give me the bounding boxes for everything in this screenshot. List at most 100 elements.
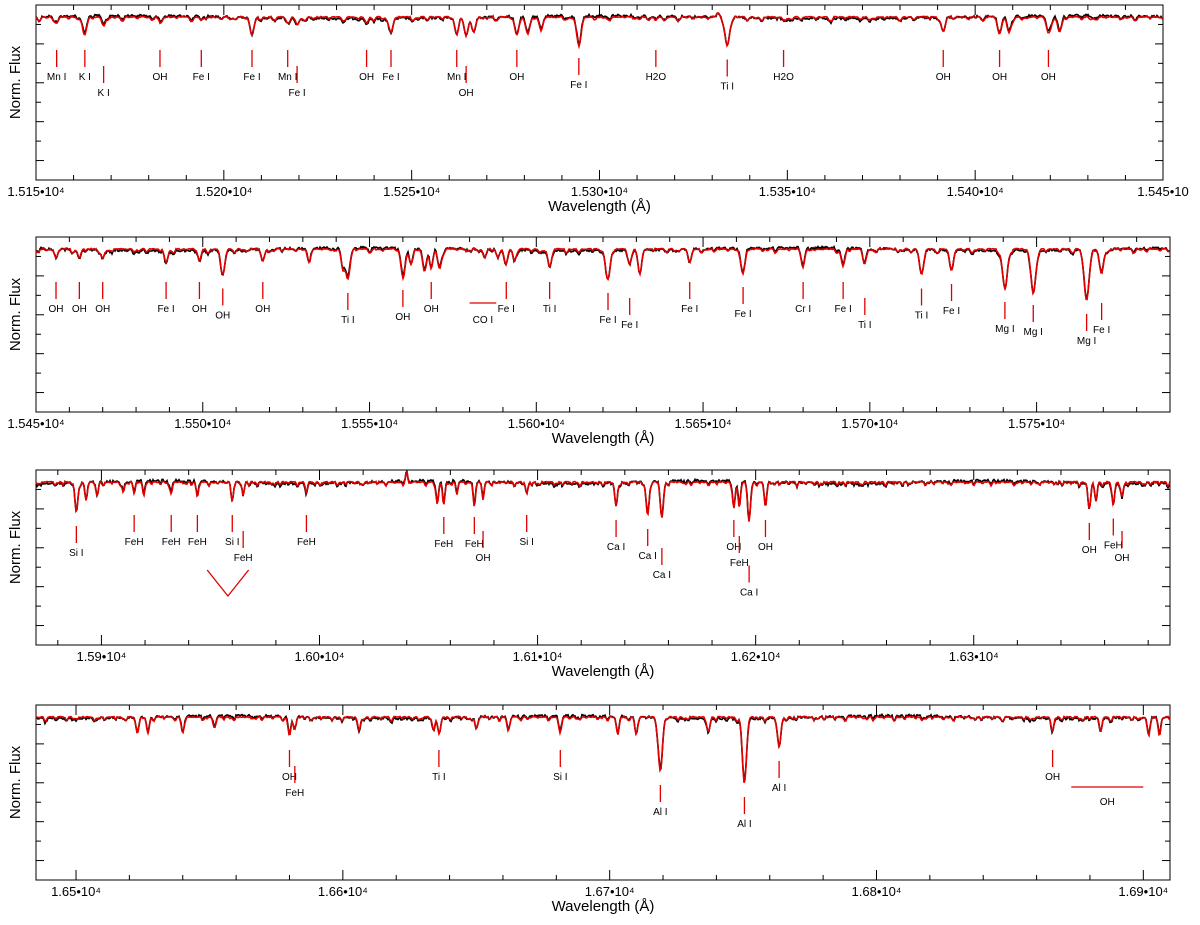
observed-spectrum	[35, 712, 1171, 783]
line-id-label: Si I	[519, 537, 533, 548]
oh-band-label: OH	[1100, 797, 1115, 808]
line-id-label: FeH	[234, 553, 253, 564]
observed-spectrum	[35, 470, 1171, 520]
co-band-label: CO I	[473, 315, 494, 326]
spectrum-panel-3: 1.59•10⁴ 1.60•10⁴ 1.61•10⁴ 1.62•10⁴ 1.63•10⁴…	[7, 469, 1171, 680]
line-id-label: OH	[1082, 545, 1097, 556]
y-axis-title: Norm. Flux	[7, 510, 24, 584]
x-axis-title: Wavelength (Å)	[552, 430, 655, 447]
line-id-label: Al I	[737, 819, 751, 830]
line-id-label: Mg I	[1024, 327, 1043, 338]
line-id-label: OH	[424, 304, 439, 315]
x-tick-label: 1.570•10⁴	[841, 416, 898, 431]
line-id-label: Fe I	[498, 304, 515, 315]
line-id-label: Ca I	[607, 542, 625, 553]
line-id-label: Fe I	[157, 304, 174, 315]
x-tick-label: 1.575•10⁴	[1008, 416, 1065, 431]
line-id-label: Si I	[225, 537, 239, 548]
model-spectrum	[35, 11, 1164, 50]
line-id-label: FeH	[285, 788, 304, 799]
line-id-label: Ti I	[915, 311, 929, 322]
plot-frame	[35, 4, 1164, 181]
line-id-label: Ca I	[740, 588, 758, 599]
line-id-label: Ti I	[341, 315, 355, 326]
x-axis-title: Wavelength (Å)	[548, 198, 651, 215]
plot-frame	[35, 469, 1171, 646]
x-tick-label: 1.535•10⁴	[759, 184, 816, 199]
line-id-label: Mn I	[447, 72, 466, 83]
line-id-label: Si I	[553, 772, 567, 783]
x-axis-title: Wavelength (Å)	[552, 663, 655, 680]
line-id-label: OH	[192, 304, 207, 315]
line-id-label: OH	[1045, 772, 1060, 783]
line-id-label: Ti I	[543, 304, 557, 315]
line-id-label: OH	[936, 72, 951, 83]
line-id-label: Si I	[69, 548, 83, 559]
spectrum-panel-1: 1.515•10⁴ 1.520•10⁴ 1.525•10⁴ 1.530•10⁴ 1.53…	[7, 4, 1189, 215]
x-tick-label: 1.66•10⁴	[318, 884, 368, 899]
line-id-label: Fe I	[681, 304, 698, 315]
line-id-label: OH	[359, 72, 374, 83]
line-id-label: Fe I	[943, 306, 960, 317]
line-id-label: OH	[476, 553, 491, 564]
x-tick-label: 1.530•10⁴	[571, 184, 628, 199]
model-spectrum	[35, 247, 1171, 301]
line-id-label: Fe I	[382, 72, 399, 83]
y-axis-title: Norm. Flux	[7, 45, 24, 119]
line-id-label: OH	[1115, 553, 1130, 564]
line-id-label: FeH	[730, 558, 749, 569]
line-id-label: OH	[95, 304, 110, 315]
x-tick-label: 1.68•10⁴	[852, 884, 902, 899]
line-id-label: OH	[255, 304, 270, 315]
line-id-label: OH	[49, 304, 64, 315]
line-id-label: Mn I	[278, 72, 297, 83]
x-tick-label: 1.67•10⁴	[585, 884, 635, 899]
line-id-label: OH	[726, 542, 741, 553]
x-tick-label: 1.565•10⁴	[674, 416, 731, 431]
line-id-label: Fe I	[288, 88, 305, 99]
line-id-label: OH	[992, 72, 1007, 83]
line-id-label: FeH	[162, 537, 181, 548]
x-tick-label: 1.69•10⁴	[1118, 884, 1168, 899]
line-id-label: OH	[152, 72, 167, 83]
line-id-label: Fe I	[243, 72, 260, 83]
model-spectrum	[35, 470, 1171, 522]
x-tick-label: 1.59•10⁴	[76, 649, 126, 664]
x-tick-label: 1.515•10⁴	[7, 184, 64, 199]
spectrum-panel-4: 1.65•10⁴ 1.66•10⁴ 1.67•10⁴ 1.68•10⁴ 1.69•10⁴…	[7, 704, 1171, 915]
y-axis-title: Norm. Flux	[7, 745, 24, 819]
x-tick-label: 1.550•10⁴	[174, 416, 231, 431]
x-tick-label: 1.525•10⁴	[383, 184, 440, 199]
line-id-label: OH	[1041, 72, 1056, 83]
line-id-label: Fe I	[835, 304, 852, 315]
x-tick-label: 1.63•10⁴	[949, 649, 999, 664]
line-id-label: FeH	[297, 537, 316, 548]
line-id-label: Fe I	[734, 309, 751, 320]
line-id-label: Cr I	[795, 304, 811, 315]
line-id-label: FeH	[125, 537, 144, 548]
line-id-label: OH	[215, 311, 230, 322]
x-tick-label: 1.520•10⁴	[195, 184, 252, 199]
x-tick-label: 1.560•10⁴	[508, 416, 565, 431]
line-id-label: Mg I	[995, 324, 1014, 335]
model-spectrum	[35, 715, 1171, 783]
feh-v-marker	[206, 569, 250, 598]
x-tick-label: 1.540•10⁴	[947, 184, 1004, 199]
line-id-label: Al I	[653, 807, 667, 818]
line-id-label: Al I	[772, 783, 786, 794]
plot-frame	[35, 704, 1171, 881]
line-id-label: Fe I	[193, 72, 210, 83]
line-id-label: OH	[72, 304, 87, 315]
x-tick-label: 1.62•10⁴	[731, 649, 781, 664]
line-id-label: H2O	[646, 72, 667, 83]
line-id-label: OH	[282, 772, 297, 783]
line-id-label: Ti I	[858, 320, 872, 331]
line-id-label: FeH	[465, 539, 484, 550]
line-id-label: Ti I	[720, 82, 734, 93]
line-id-label: Fe I	[570, 80, 587, 91]
x-tick-label: 1.545•10	[1137, 184, 1189, 199]
line-id-label: OH	[509, 72, 524, 83]
x-tick-label: 1.65•10⁴	[51, 884, 101, 899]
x-tick-label: 1.545•10⁴	[7, 416, 64, 431]
line-id-label: K I	[98, 88, 110, 99]
